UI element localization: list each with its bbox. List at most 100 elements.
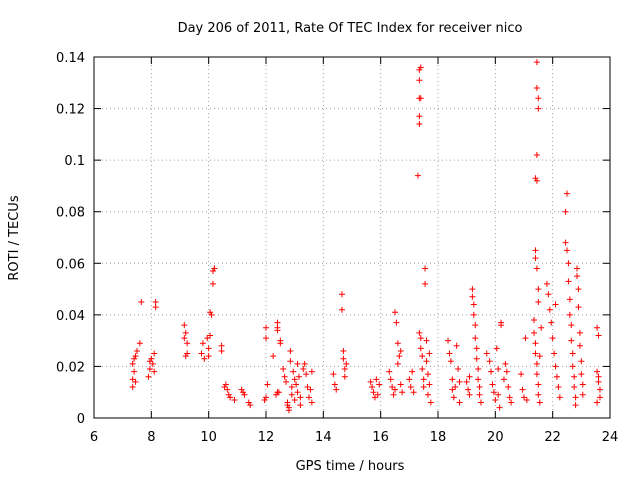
- data-point: [393, 319, 400, 326]
- data-point: [294, 389, 301, 396]
- data-point: [424, 371, 431, 378]
- data-point: [535, 381, 542, 388]
- data-point: [503, 368, 510, 375]
- data-point: [535, 286, 542, 293]
- data-point: [506, 394, 513, 401]
- data-point: [301, 360, 308, 367]
- data-point: [571, 373, 578, 380]
- data-point: [343, 360, 350, 367]
- y-tick-label: 0.14: [56, 51, 85, 66]
- data-point: [562, 239, 569, 246]
- data-point: [416, 66, 423, 73]
- data-point: [498, 322, 505, 329]
- data-point: [129, 384, 136, 391]
- data-point: [492, 396, 499, 403]
- data-point: [241, 391, 248, 398]
- data-point: [594, 368, 601, 375]
- data-point: [495, 391, 502, 398]
- data-point: [295, 373, 302, 380]
- data-point: [519, 386, 526, 393]
- data-point: [288, 391, 295, 398]
- data-point: [396, 353, 403, 360]
- data-point: [472, 335, 479, 342]
- data-point: [533, 59, 540, 66]
- data-point: [416, 121, 423, 128]
- data-point: [522, 335, 529, 342]
- data-point: [341, 366, 348, 373]
- data-point: [543, 280, 550, 287]
- data-point: [300, 366, 307, 373]
- data-point: [450, 394, 457, 401]
- data-point: [419, 366, 426, 373]
- data-point: [533, 151, 540, 158]
- data-point: [209, 280, 216, 287]
- data-point: [370, 389, 377, 396]
- y-tick-label: 0.04: [56, 309, 85, 324]
- data-point: [151, 368, 158, 375]
- data-point: [392, 309, 398, 316]
- data-point: [500, 376, 507, 383]
- data-point: [426, 381, 433, 388]
- data-point: [146, 358, 153, 365]
- data-point: [146, 366, 153, 373]
- y-tick-label: 0.1: [64, 154, 85, 169]
- data-point: [533, 360, 540, 367]
- y-tick-label: 0.12: [56, 103, 85, 118]
- data-point: [283, 378, 290, 385]
- data-point: [505, 384, 512, 391]
- data-point: [263, 394, 269, 401]
- data-point: [565, 278, 572, 285]
- data-point: [566, 311, 573, 318]
- data-point: [466, 391, 473, 398]
- y-tick-label: 0.08: [56, 206, 85, 221]
- data-point: [218, 347, 225, 354]
- data-point: [475, 366, 482, 373]
- data-point: [374, 391, 381, 398]
- data-point: [470, 301, 477, 308]
- data-point: [390, 391, 397, 398]
- data-point: [417, 64, 424, 71]
- data-point: [572, 402, 579, 409]
- data-point: [338, 291, 345, 298]
- data-point: [424, 391, 431, 398]
- x-tick-label: 6: [90, 430, 98, 445]
- data-point: [333, 386, 340, 393]
- data-point: [293, 381, 300, 388]
- data-point: [132, 378, 139, 385]
- data-point: [209, 268, 216, 275]
- data-point: [533, 371, 540, 378]
- data-point: [416, 113, 423, 120]
- data-point: [546, 306, 553, 313]
- data-point: [470, 311, 477, 318]
- data-point: [145, 373, 152, 380]
- data-point: [138, 298, 145, 305]
- data-point: [473, 355, 480, 362]
- data-point: [579, 391, 586, 398]
- data-point: [445, 337, 452, 344]
- data-point: [151, 350, 158, 357]
- data-point: [532, 175, 539, 182]
- data-point: [535, 298, 542, 305]
- data-point: [488, 368, 495, 375]
- data-point: [472, 322, 479, 329]
- data-point: [533, 177, 540, 184]
- data-point: [486, 358, 493, 365]
- data-point: [575, 304, 582, 311]
- data-point: [184, 350, 191, 357]
- x-tick-label: 16: [372, 430, 389, 445]
- data-point: [274, 327, 281, 334]
- data-point: [449, 376, 456, 383]
- data-point: [572, 394, 579, 401]
- data-point: [594, 324, 601, 331]
- data-point: [263, 335, 269, 342]
- data-point: [489, 381, 496, 388]
- data-point: [564, 247, 570, 254]
- data-point: [473, 345, 480, 352]
- data-point: [463, 378, 470, 385]
- data-point: [392, 386, 398, 393]
- x-tick-label: 24: [602, 430, 619, 445]
- data-point: [549, 335, 556, 342]
- data-point: [420, 384, 427, 391]
- data-point: [579, 381, 586, 388]
- data-point: [181, 322, 188, 329]
